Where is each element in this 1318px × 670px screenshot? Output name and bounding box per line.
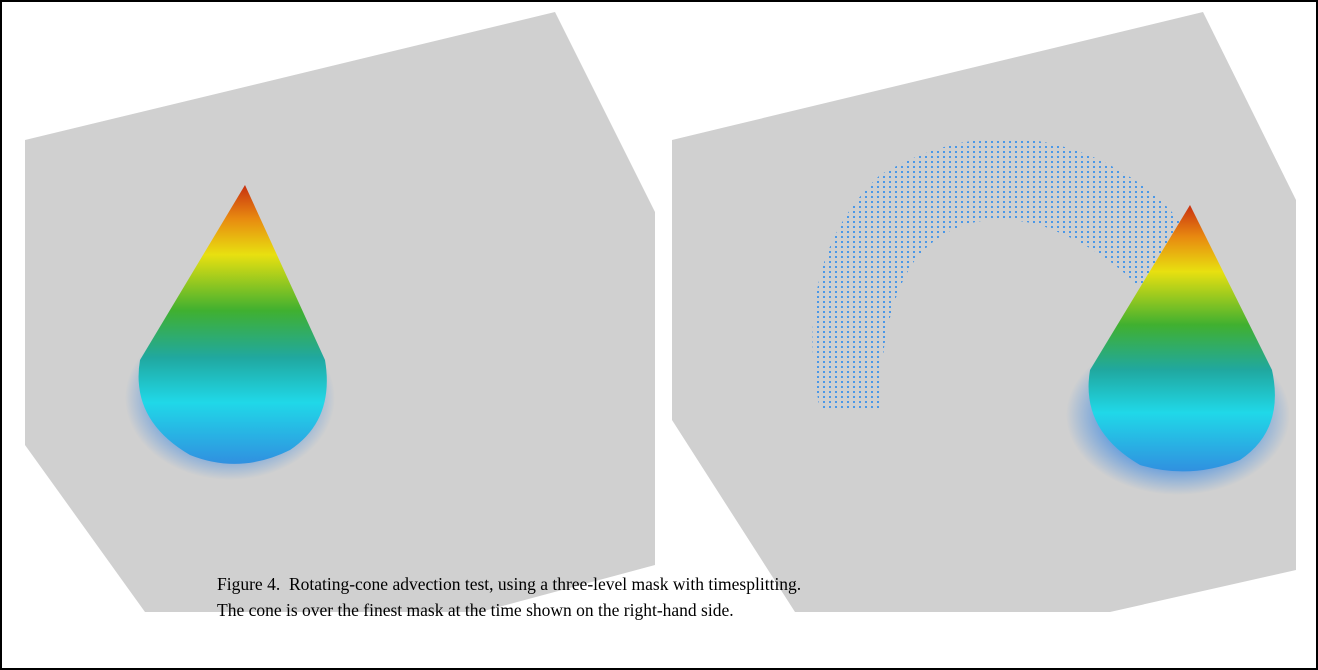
figure-images — [2, 2, 1316, 668]
right-panel — [672, 12, 1296, 612]
mesh-plane — [25, 12, 655, 612]
figure-page: Figure 4. Rotating-cone advection test, … — [0, 0, 1318, 670]
caption-line: Figure 4. Rotating-cone advection test, … — [217, 574, 801, 594]
left-panel — [25, 12, 655, 612]
caption-line: The cone is over the finest mask at the … — [217, 600, 734, 620]
